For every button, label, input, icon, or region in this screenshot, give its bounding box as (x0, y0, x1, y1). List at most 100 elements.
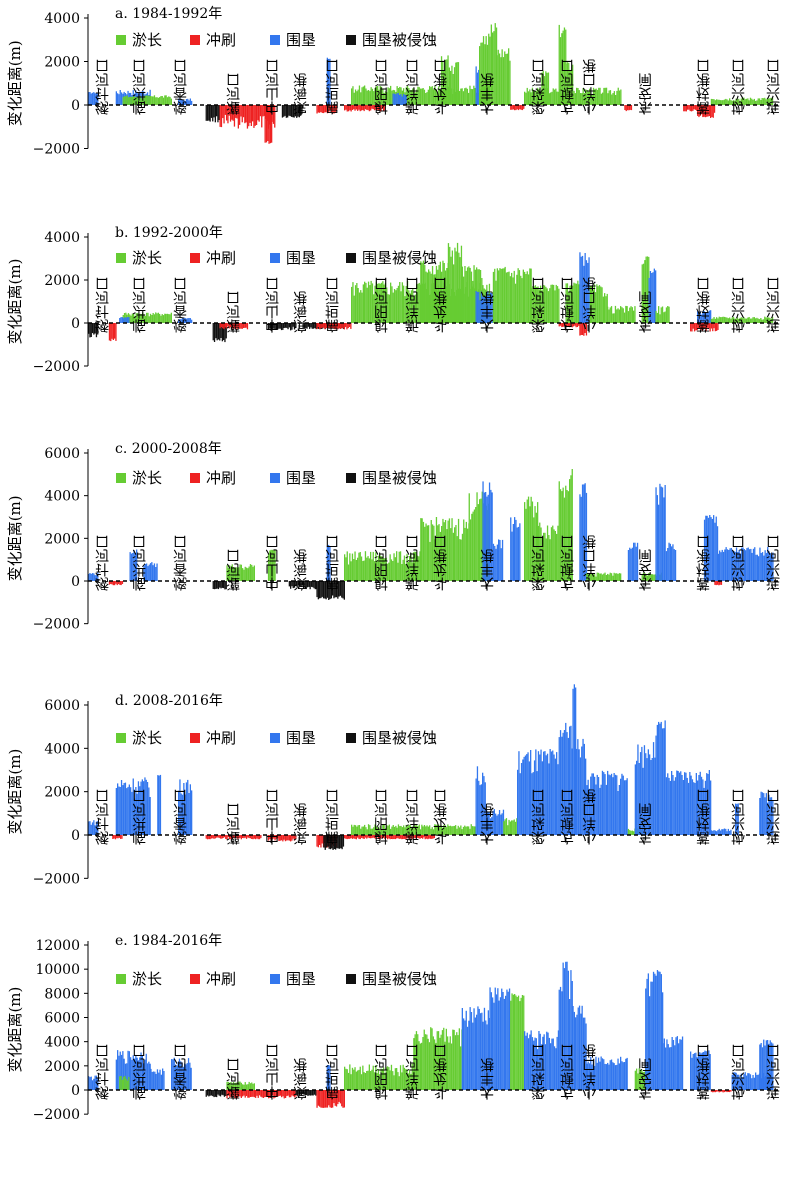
legend-swatch (190, 974, 200, 984)
bar-green (569, 69, 571, 105)
bar-blue (555, 1048, 557, 1090)
bar-green (598, 285, 601, 323)
bar-green (133, 95, 135, 105)
bar-blue (328, 58, 330, 105)
bar-black (332, 835, 334, 850)
bar-green (525, 274, 527, 323)
bar-green (427, 1038, 429, 1090)
bar-green (438, 265, 440, 323)
bar-red (234, 1090, 236, 1099)
bar-green (488, 33, 490, 106)
bar-green (526, 271, 528, 323)
bar-blue (552, 1038, 554, 1090)
bar-red (266, 1090, 268, 1097)
bar-green (422, 88, 424, 105)
bar-blue (699, 771, 701, 835)
bar-blue (480, 784, 482, 835)
bar-green (610, 306, 613, 323)
bar-red (260, 1090, 262, 1097)
bar-green (475, 507, 477, 581)
bar-green (646, 575, 649, 581)
bar-blue (655, 735, 657, 835)
bar-blue (769, 553, 771, 581)
bar-black (281, 105, 284, 118)
bar-blue (680, 771, 682, 835)
bar-green (447, 520, 449, 581)
bar-blue (183, 783, 185, 835)
bar-blue (475, 778, 477, 835)
bar-green (437, 525, 439, 581)
bar-red (272, 105, 275, 124)
bar-red (116, 581, 118, 586)
bar-blue (686, 777, 688, 835)
bar-green (365, 282, 367, 323)
bar-red (726, 1090, 728, 1093)
bar-blue (684, 772, 686, 835)
bar-blue (484, 782, 486, 835)
bar-green (581, 93, 583, 105)
bar-green (748, 317, 750, 323)
bar-green (735, 318, 737, 323)
bar-red (236, 835, 239, 839)
bar-green (410, 90, 413, 105)
bar-blue (478, 291, 480, 323)
bar-green (570, 475, 572, 581)
bar-red (280, 835, 283, 841)
bar-green (521, 278, 523, 323)
bar-blue (648, 277, 650, 323)
bar-blue (647, 749, 649, 835)
bar-blue (760, 1043, 762, 1090)
bar-red (277, 1090, 279, 1097)
bar-blue (580, 256, 582, 323)
bar-green (749, 97, 752, 105)
bar-blue (605, 1064, 607, 1090)
bar-green (243, 569, 245, 581)
bar-green (377, 283, 379, 323)
bar-green (638, 1068, 640, 1090)
bar-green (365, 827, 367, 835)
bar-red (702, 105, 704, 118)
bar-black (220, 581, 222, 589)
bar-blue (656, 495, 658, 581)
bar-black (304, 1090, 306, 1095)
bar-blue (530, 750, 532, 835)
bar-blue (528, 761, 530, 835)
bar-green (402, 559, 404, 581)
bar-green (541, 290, 543, 323)
bar-blue (703, 787, 705, 835)
bar-red (236, 1090, 239, 1098)
bar-red (341, 323, 343, 329)
bar-green (238, 567, 240, 581)
bar-blue (490, 489, 492, 581)
place-label: 烧香河口 (171, 535, 187, 591)
y-tick-label: 6000 (44, 1011, 80, 1027)
bar-green (248, 566, 250, 581)
bar-green (386, 563, 389, 581)
bar-blue (561, 736, 563, 835)
bar-green (251, 1082, 253, 1090)
bar-green (655, 310, 657, 323)
bar-red (389, 835, 391, 840)
bar-black (90, 323, 92, 337)
bar-blue (732, 1072, 735, 1090)
bar-green (717, 99, 719, 105)
bar-black (322, 581, 325, 599)
place-label: 临洪河口 (130, 277, 146, 333)
bar-blue (674, 1045, 676, 1090)
bar-green (232, 1082, 235, 1090)
place-label: 东安闸 (636, 72, 652, 115)
bar-blue (675, 1037, 677, 1090)
bar-black (329, 835, 332, 850)
bar-green (405, 824, 407, 835)
bar-green (394, 557, 396, 581)
bar-red (250, 105, 252, 126)
bar-green (345, 1068, 347, 1090)
bar-green (639, 1069, 642, 1090)
bar-green (425, 271, 427, 323)
bar-green (710, 318, 713, 323)
bar-blue (576, 1014, 578, 1090)
bar-green (658, 306, 660, 323)
bar-green (456, 828, 458, 835)
bar-blue (131, 1059, 133, 1090)
bar-blue (146, 782, 149, 835)
